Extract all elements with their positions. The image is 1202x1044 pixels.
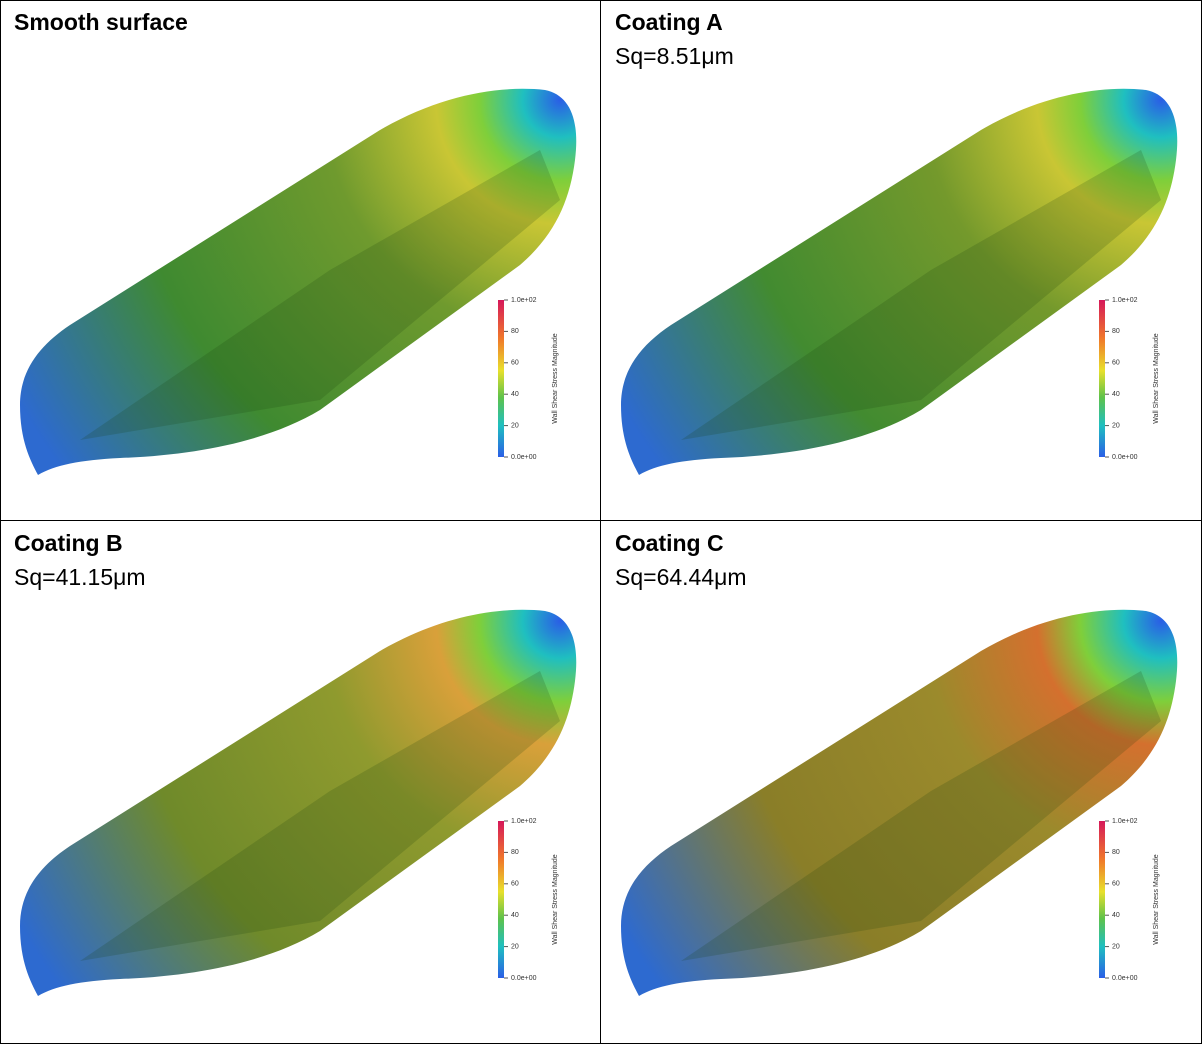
- colorbar-label: 0.0e+00: [1112, 454, 1138, 461]
- panel: Coating C Sq=64.44μm 1.0e+02 80 60 40 20 0.0e+0…: [615, 530, 1177, 996]
- colorbar-title: Wall Shear Stress Magnitude: [552, 854, 559, 944]
- colorbar-label: 1.0e+02: [511, 297, 537, 304]
- colorbar-label: 40: [1112, 391, 1120, 398]
- colorbar-label: 40: [511, 912, 519, 919]
- colorbar-label: 1.0e+02: [1112, 297, 1138, 304]
- colorbar: [1099, 300, 1105, 457]
- hull-render: [20, 89, 576, 475]
- panel-title: Coating C: [615, 530, 724, 556]
- panel-subtitle: Sq=64.44μm: [615, 564, 747, 590]
- panel-title: Coating A: [615, 9, 723, 35]
- figure: Smooth surface 1.0e+02 80 60 40 20 0.0e+00 Wall…: [0, 0, 1202, 1044]
- colorbar-label: 0.0e+00: [511, 975, 537, 982]
- colorbar-title: Wall Shear Stress Magnitude: [1153, 854, 1160, 944]
- colorbar: [1099, 821, 1105, 978]
- colorbar: [498, 821, 504, 978]
- colorbar-label: 80: [511, 849, 519, 856]
- colorbar-label: 80: [1112, 849, 1120, 856]
- panel: Coating A Sq=8.51μm 1.0e+02 80 60 40 20 0.0e+00…: [615, 9, 1177, 475]
- colorbar-label: 0.0e+00: [511, 454, 537, 461]
- hull-render: [621, 610, 1177, 996]
- panel-title: Coating B: [14, 530, 123, 556]
- colorbar-label: 1.0e+02: [511, 818, 537, 825]
- panel-subtitle: Sq=41.15μm: [14, 564, 146, 590]
- panel: Smooth surface 1.0e+02 80 60 40 20 0.0e+00 Wall…: [14, 9, 576, 475]
- colorbar-label: 20: [1112, 422, 1120, 429]
- colorbar-label: 60: [511, 360, 519, 367]
- panel-subtitle: Sq=8.51μm: [615, 43, 734, 69]
- colorbar: [498, 300, 504, 457]
- colorbar-label: 1.0e+02: [1112, 818, 1138, 825]
- colorbar-label: 80: [511, 328, 519, 335]
- hull-render: [621, 89, 1177, 475]
- colorbar-label: 20: [1112, 943, 1120, 950]
- colorbar-label: 0.0e+00: [1112, 975, 1138, 982]
- hull-render: [20, 610, 576, 996]
- colorbar-label: 40: [1112, 912, 1120, 919]
- panel: Coating B Sq=41.15μm 1.0e+02 80 60 40 20 0.0e+0…: [14, 530, 576, 996]
- panel-title: Smooth surface: [14, 9, 188, 35]
- colorbar-label: 60: [1112, 881, 1120, 888]
- colorbar-title: Wall Shear Stress Magnitude: [552, 333, 559, 423]
- colorbar-title: Wall Shear Stress Magnitude: [1153, 333, 1160, 423]
- colorbar-label: 80: [1112, 328, 1120, 335]
- colorbar-label: 60: [511, 881, 519, 888]
- colorbar-label: 20: [511, 943, 519, 950]
- colorbar-label: 40: [511, 391, 519, 398]
- colorbar-label: 60: [1112, 360, 1120, 367]
- colorbar-label: 20: [511, 422, 519, 429]
